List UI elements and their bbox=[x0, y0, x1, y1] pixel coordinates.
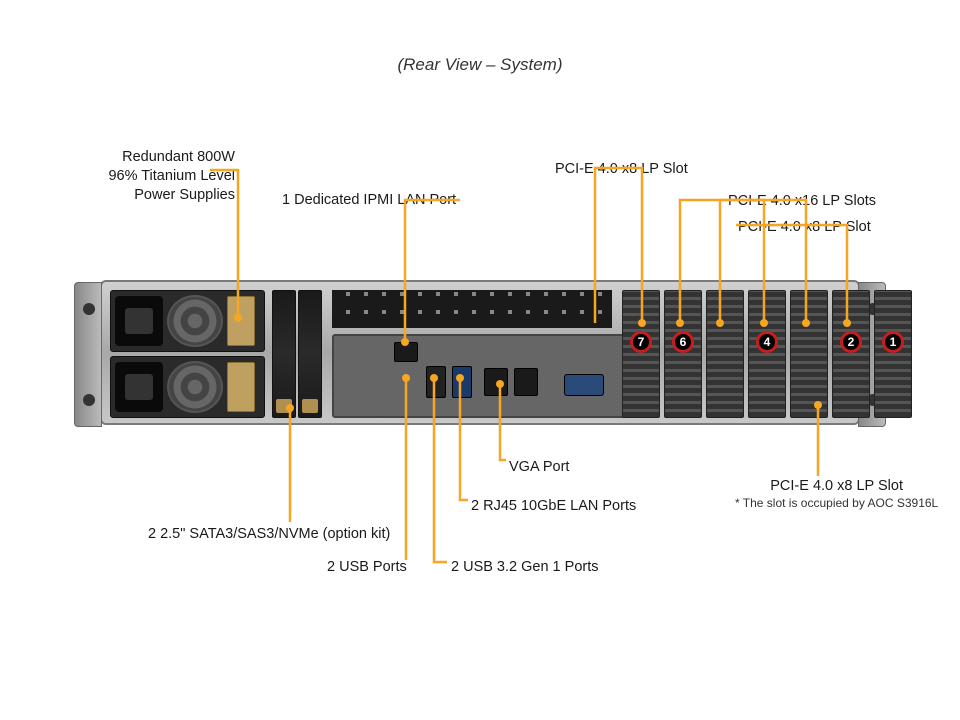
pcie-slots: 76 4 21 bbox=[622, 290, 922, 418]
rack-ear-left bbox=[74, 282, 102, 427]
pcie-slot-3 bbox=[790, 290, 828, 418]
label-vga: VGA Port bbox=[509, 458, 569, 477]
psu-plug-icon bbox=[115, 362, 163, 412]
drive-bay bbox=[298, 290, 322, 418]
lan-port-2 bbox=[514, 368, 538, 396]
psu-plug-icon bbox=[115, 296, 163, 346]
label-pcie-x8-bottom: PCI-E 4.0 x8 LP Slot * The slot is occup… bbox=[735, 477, 938, 511]
slot-number-badge: 7 bbox=[630, 331, 652, 353]
label-ipmi: 1 Dedicated IPMI LAN Port bbox=[282, 191, 456, 210]
diagram-title: (Rear View – System) bbox=[397, 55, 562, 75]
drive-bays bbox=[272, 290, 324, 418]
vga-port bbox=[564, 374, 604, 396]
label-pcie-x16: PCI-E 4.0 x16 LP Slots bbox=[728, 192, 876, 211]
pcie-slot-2: 2 bbox=[832, 290, 870, 418]
psu-handle bbox=[227, 362, 255, 412]
pcie-slot-5 bbox=[706, 290, 744, 418]
slot-number-badge: 4 bbox=[756, 331, 778, 353]
vent-grille bbox=[332, 290, 612, 328]
label-psu-text: Redundant 800W96% Titanium LevelPower Su… bbox=[108, 149, 235, 203]
drive-bay bbox=[272, 290, 296, 418]
pcie-slot-6: 6 bbox=[664, 290, 702, 418]
psu-fan-icon bbox=[167, 361, 223, 413]
psu-bottom bbox=[110, 356, 265, 418]
pcie-slot-7: 7 bbox=[622, 290, 660, 418]
label-psu: Redundant 800W96% Titanium LevelPower Su… bbox=[65, 148, 235, 205]
usb3-ports bbox=[452, 366, 472, 398]
psu-fan-icon bbox=[167, 295, 223, 347]
ipmi-port bbox=[394, 342, 418, 362]
slot-number-badge: 6 bbox=[672, 331, 694, 353]
psu-stack bbox=[110, 290, 265, 418]
label-drive: 2 2.5" SATA3/SAS3/NVMe (option kit) bbox=[148, 525, 390, 544]
io-panel bbox=[332, 334, 652, 418]
label-usb2: 2 USB Ports bbox=[327, 558, 407, 577]
pcie-slot-1: 1 bbox=[874, 290, 912, 418]
psu-handle bbox=[227, 296, 255, 346]
pcie-slot-4: 4 bbox=[748, 290, 786, 418]
label-pcie-x8-top: PCI-E 4.0 x8 LP Slot bbox=[555, 160, 688, 179]
lan-port-1 bbox=[484, 368, 508, 396]
label-pcie-footnote: * The slot is occupied by AOC S3916L bbox=[735, 496, 938, 512]
slot-number-badge: 1 bbox=[882, 331, 904, 353]
usb2-ports bbox=[426, 366, 446, 398]
label-rj45: 2 RJ45 10GbE LAN Ports bbox=[471, 497, 636, 516]
label-usb3: 2 USB 3.2 Gen 1 Ports bbox=[451, 558, 599, 577]
psu-top bbox=[110, 290, 265, 352]
label-pcie-x8-bottom-text: PCI-E 4.0 x8 LP Slot bbox=[735, 477, 938, 496]
server-chassis: 76421 bbox=[100, 280, 860, 425]
slot-number-badge: 2 bbox=[840, 331, 862, 353]
label-pcie-x8-right: PCI-E 4.0 x8 LP Slot bbox=[738, 218, 871, 237]
